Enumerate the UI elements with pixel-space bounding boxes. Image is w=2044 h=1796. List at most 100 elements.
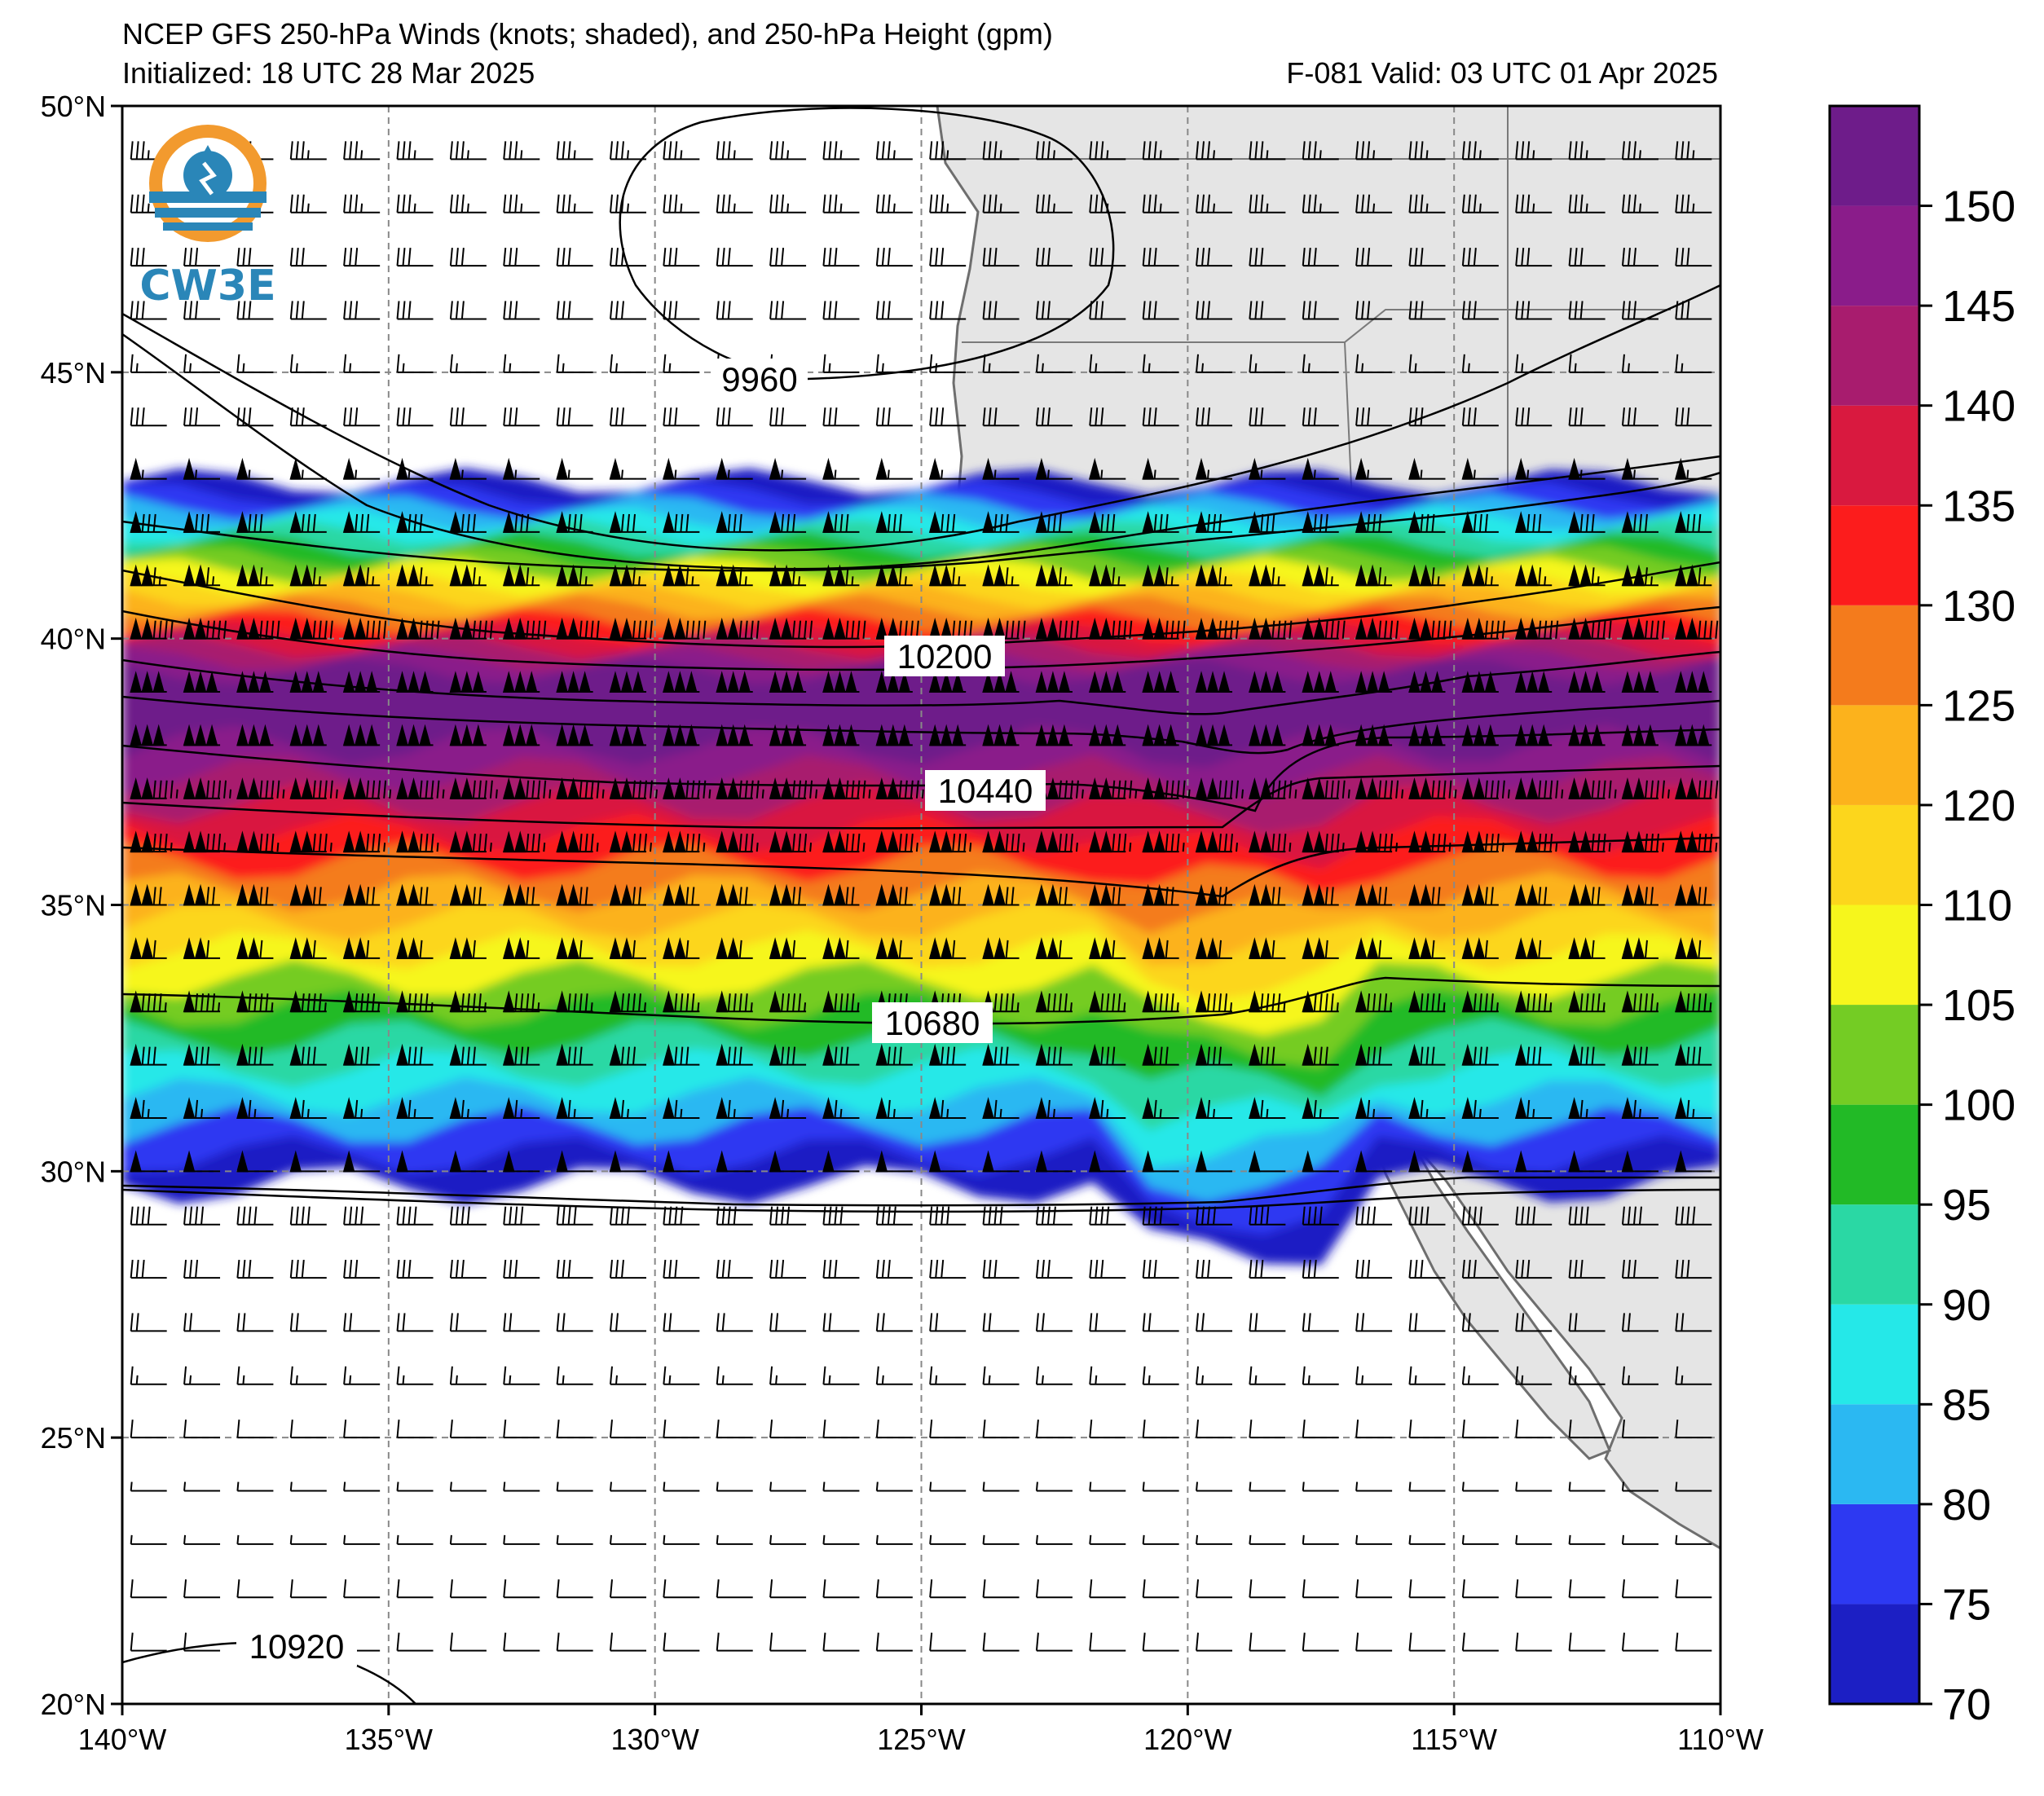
logo-text: CW3E <box>139 262 275 310</box>
wind-barb <box>1408 194 1446 213</box>
wind-barb <box>1195 1150 1233 1173</box>
wind-barb <box>236 1534 274 1545</box>
colorbar-label: 150 <box>1942 183 2015 231</box>
wind-barb <box>1568 141 1606 161</box>
wind-barb <box>1355 1632 1393 1652</box>
wind-barb <box>396 248 434 267</box>
wind-barb <box>609 1632 646 1652</box>
wind-barb <box>1621 1366 1659 1385</box>
wind-barb <box>982 1150 1020 1173</box>
title-line1: NCEP GFS 250-hPa Winds (knots; shaded), … <box>122 17 1053 51</box>
wind-barb <box>1408 990 1446 1013</box>
wind-barb <box>1515 248 1553 267</box>
wind-barb <box>1461 617 1505 640</box>
wind-barb <box>1515 1206 1553 1226</box>
wind-barb <box>1568 1097 1606 1119</box>
colorbar-segment <box>1830 605 1919 706</box>
wind-barb <box>1568 511 1606 533</box>
wind-barb <box>982 194 1020 213</box>
tick-label-lon: 130°W <box>610 1723 698 1756</box>
wind-barb <box>502 990 540 1013</box>
wind-barb <box>769 248 807 267</box>
wind-barb <box>982 830 1025 853</box>
wind-barb <box>1249 671 1286 693</box>
wind-barb <box>449 141 487 161</box>
wind-barb <box>663 511 700 533</box>
tick-label-lon: 110°W <box>1677 1723 1764 1756</box>
wind-barb <box>822 671 860 693</box>
wind-barb <box>1461 830 1504 853</box>
wind-barb <box>663 354 700 373</box>
wind-barb <box>716 511 753 533</box>
wind-barb <box>1249 194 1286 213</box>
wind-barb <box>1568 1206 1606 1226</box>
wind-barb <box>503 1366 540 1385</box>
wind-barb <box>822 1097 860 1119</box>
wind-barb <box>1514 1097 1553 1119</box>
wind-barb <box>556 1043 593 1066</box>
wind-barb <box>1675 301 1712 320</box>
wind-barb <box>1302 1206 1339 1226</box>
wind-barb <box>1035 1420 1073 1439</box>
wind-barb <box>449 354 487 373</box>
wind-barb <box>1302 194 1339 213</box>
wind-barb <box>663 1481 700 1492</box>
wind-barb <box>716 1043 753 1066</box>
wind-barb <box>183 301 221 320</box>
wind-barb <box>716 1579 753 1599</box>
wind-barb <box>396 724 434 746</box>
wind-barb <box>1195 671 1233 693</box>
wind-barb <box>982 1579 1020 1599</box>
wind-barb <box>1142 937 1179 959</box>
wind-barb <box>769 1206 807 1226</box>
tick-label-lon: 120°W <box>1143 1723 1231 1756</box>
tick-label-lon: 125°W <box>877 1723 965 1756</box>
wind-barb <box>289 248 327 267</box>
wind-barb <box>1142 141 1179 161</box>
wind-barb <box>1355 248 1393 267</box>
contour-label-10440: 10440 <box>938 772 1033 810</box>
wind-barb <box>130 248 167 267</box>
wind-barb <box>1302 407 1339 427</box>
wind-barb <box>342 457 381 480</box>
wind-barb <box>183 1579 221 1599</box>
wind-barb <box>556 1632 593 1652</box>
wind-barb <box>1355 1366 1393 1385</box>
wind-barb <box>1035 248 1073 267</box>
wind-barb <box>1142 1534 1179 1545</box>
wind-barb <box>1461 1366 1499 1385</box>
wind-barb <box>716 248 753 267</box>
wind-barb <box>982 1206 1020 1226</box>
wind-barb <box>449 564 487 587</box>
colorbar-segment <box>1830 804 1919 905</box>
wind-barb <box>1568 1534 1606 1545</box>
wind-barb <box>1088 724 1126 746</box>
wind-barb <box>343 141 381 161</box>
wind-barb <box>503 1534 540 1545</box>
colorbar-label: 75 <box>1942 1580 1991 1629</box>
wind-barb <box>1195 617 1240 640</box>
wind-barb <box>1196 1579 1233 1599</box>
wind-barb <box>1142 1150 1179 1173</box>
wind-barb <box>1302 1632 1339 1652</box>
wind-barb <box>663 141 700 161</box>
wind-barb <box>289 301 327 320</box>
wind-barb <box>1302 564 1339 587</box>
wind-barb <box>609 354 646 373</box>
wind-barb <box>236 883 274 906</box>
wind-barb <box>1461 248 1499 267</box>
wind-barb <box>875 1206 913 1226</box>
wind-barb <box>1568 1043 1606 1066</box>
wind-barb <box>1035 671 1073 693</box>
wind-barb <box>716 1366 753 1385</box>
wind-barb <box>1514 457 1553 480</box>
wind-barb <box>1568 1150 1606 1173</box>
wind-barb <box>130 1420 167 1439</box>
wind-barb <box>1249 1097 1286 1119</box>
graticule <box>122 106 1720 1704</box>
wind-barb <box>716 617 760 640</box>
wind-barb <box>1142 194 1179 213</box>
wind-barb <box>1621 1420 1659 1439</box>
wind-barb <box>1035 883 1073 906</box>
